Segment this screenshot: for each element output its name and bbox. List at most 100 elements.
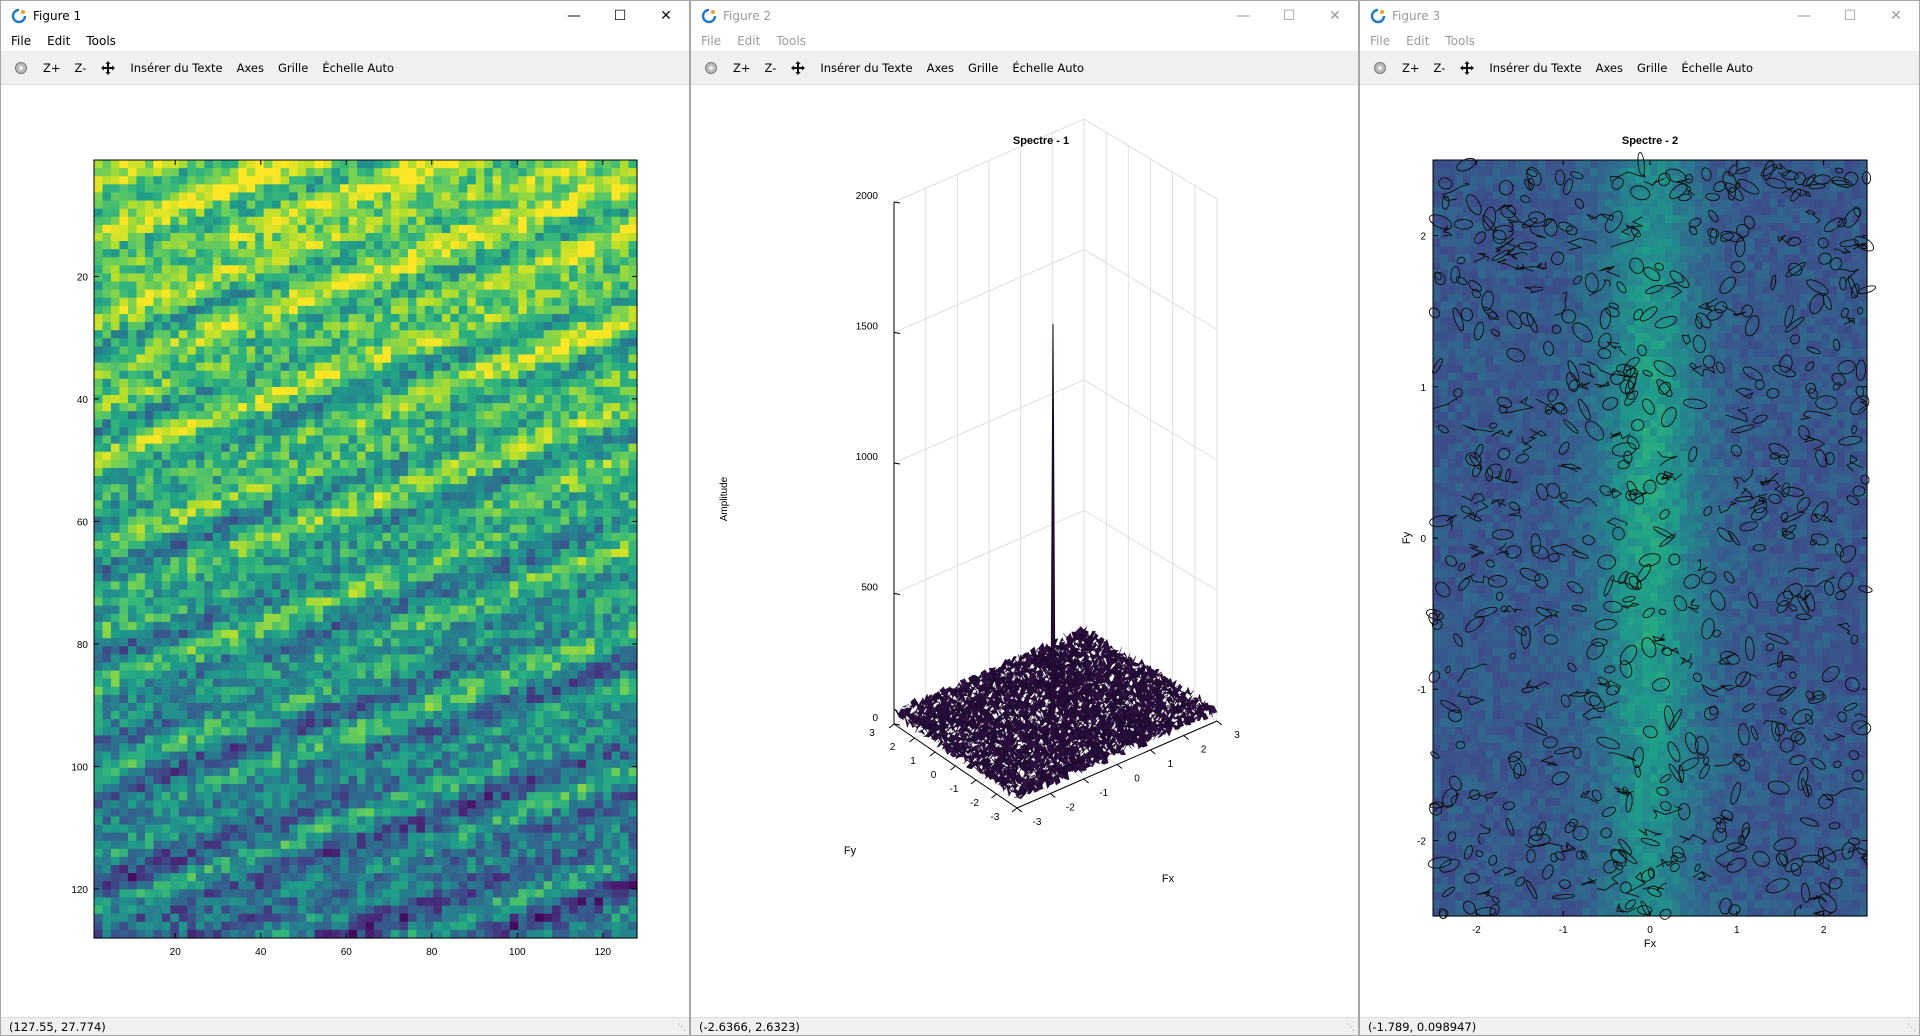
heatmap-cell: [509, 216, 519, 226]
heatmap-cell: [221, 346, 231, 356]
heatmap-cell: [314, 200, 324, 210]
heatmap-cell: [195, 508, 205, 518]
heatmap-cell: [509, 702, 519, 712]
heatmap-cell: [331, 719, 341, 728]
title-bar[interactable]: Figure 1 — ☐ ✕: [1, 1, 689, 31]
heatmap-cell: [611, 743, 621, 753]
heatmap-cell: [110, 419, 121, 429]
grid-button[interactable]: Grille: [278, 61, 309, 75]
heatmap-cell: [110, 192, 121, 202]
menu-file[interactable]: File: [11, 34, 32, 48]
heatmap-cell: [458, 297, 468, 307]
heatmap-cell: [348, 362, 358, 372]
heatmap-cell: [509, 241, 519, 250]
heatmap-cell: [535, 459, 545, 469]
heatmap-cell: [221, 289, 231, 299]
menu-edit[interactable]: Edit: [47, 34, 71, 48]
maximize-button[interactable]: ☐: [613, 8, 627, 24]
heatmap-cell: [501, 508, 511, 518]
heatmap-cell: [102, 346, 112, 356]
heatmap-cell: [382, 597, 392, 607]
heatmap-cell: [102, 249, 112, 258]
heatmap-cell: [306, 784, 316, 793]
heatmap-cell: [509, 451, 519, 461]
heatmap-cell: [187, 532, 197, 542]
heatmap-cell: [263, 354, 273, 364]
heatmap-cell: [586, 735, 596, 745]
heatmap-cell: [552, 192, 562, 202]
zoom-out-button[interactable]: Z-: [74, 61, 87, 75]
heatmap-cell: [509, 670, 519, 680]
close-button[interactable]: ✕: [660, 8, 672, 24]
heatmap-cell: [187, 727, 197, 736]
plot-canvas[interactable]: 20 40 60 80 100 120 20 40 60 80 100 120: [1, 86, 689, 1017]
heatmap-cell: [526, 573, 536, 583]
heatmap-cell: [255, 395, 265, 404]
heatmap-cell: [340, 581, 350, 591]
heatmap-cell: [543, 370, 553, 380]
heatmap-cell: [272, 476, 282, 485]
heatmap-cell: [238, 160, 248, 169]
heatmap-cell: [475, 403, 485, 412]
heatmap-cell: [407, 711, 417, 720]
heatmap-cell: [407, 670, 417, 680]
heatmap-cell: [246, 281, 256, 291]
autoscale-button[interactable]: Échelle Auto: [322, 61, 395, 75]
heatmap-cell: [552, 775, 562, 785]
axes-button[interactable]: Axes: [236, 61, 264, 75]
heatmap-cell: [390, 775, 401, 785]
heatmap-cell: [280, 459, 290, 469]
heatmap-cell: [458, 646, 468, 655]
zoom-in-button[interactable]: Z+: [43, 61, 61, 75]
heatmap-cell: [620, 476, 630, 485]
heatmap-cell: [407, 775, 417, 785]
heatmap-cell: [543, 427, 553, 437]
heatmap-cell: [424, 370, 434, 380]
heatmap-cell: [484, 330, 494, 339]
insert-text-button[interactable]: Insérer du Texte: [130, 61, 223, 75]
heatmap-cell: [306, 516, 316, 526]
heatmap-cell: [382, 540, 392, 550]
heatmap-cell: [280, 403, 290, 412]
heatmap-cell: [195, 500, 205, 510]
heatmap-cell: [195, 176, 205, 185]
heatmap-cell: [314, 735, 324, 745]
heatmap-cell: [178, 160, 188, 169]
heatmap-cell: [603, 516, 613, 526]
heatmap-cell: [348, 265, 358, 275]
heatmap-cell: [340, 289, 350, 299]
heatmap-cell: [433, 419, 443, 429]
heatmap-cell: [373, 589, 384, 599]
heatmap-cell: [467, 719, 477, 728]
heatmap-cell: [136, 451, 146, 461]
heatmap-cell: [560, 338, 570, 347]
heatmap-cell: [212, 313, 222, 323]
heatmap-cell: [161, 654, 171, 664]
heatmap-cell: [221, 354, 231, 364]
heatmap-cell: [484, 411, 494, 420]
heatmap-cell: [272, 370, 282, 380]
rotate-icon[interactable]: [13, 60, 29, 76]
heatmap-cell: [509, 200, 519, 210]
heatmap-cell: [586, 330, 596, 339]
heatmap-cell: [136, 257, 146, 266]
heatmap-cell: [535, 443, 545, 453]
heatmap-cell: [416, 670, 426, 680]
pan-icon[interactable]: [100, 60, 116, 76]
heatmap-cell: [170, 208, 180, 218]
minimize-button[interactable]: —: [567, 8, 581, 24]
heatmap-cell: [204, 305, 214, 315]
heatmap-cell: [238, 427, 248, 437]
heatmap-cell: [280, 184, 290, 194]
heatmap-cell: [458, 565, 468, 574]
heatmap-cell: [475, 565, 485, 574]
heatmap-cell: [628, 411, 638, 420]
heatmap-cell: [161, 735, 171, 745]
figure-1-window[interactable]: Figure 1 — ☐ ✕ File Edit Tools Z+ Z- Ins…: [0, 0, 690, 1036]
heatmap-cell: [119, 176, 129, 185]
heatmap-cell: [399, 767, 409, 777]
heatmap-cell: [306, 573, 316, 583]
menu-tools[interactable]: Tools: [86, 34, 116, 48]
heatmap-cell: [323, 727, 333, 736]
heatmap-cell: [620, 232, 630, 242]
